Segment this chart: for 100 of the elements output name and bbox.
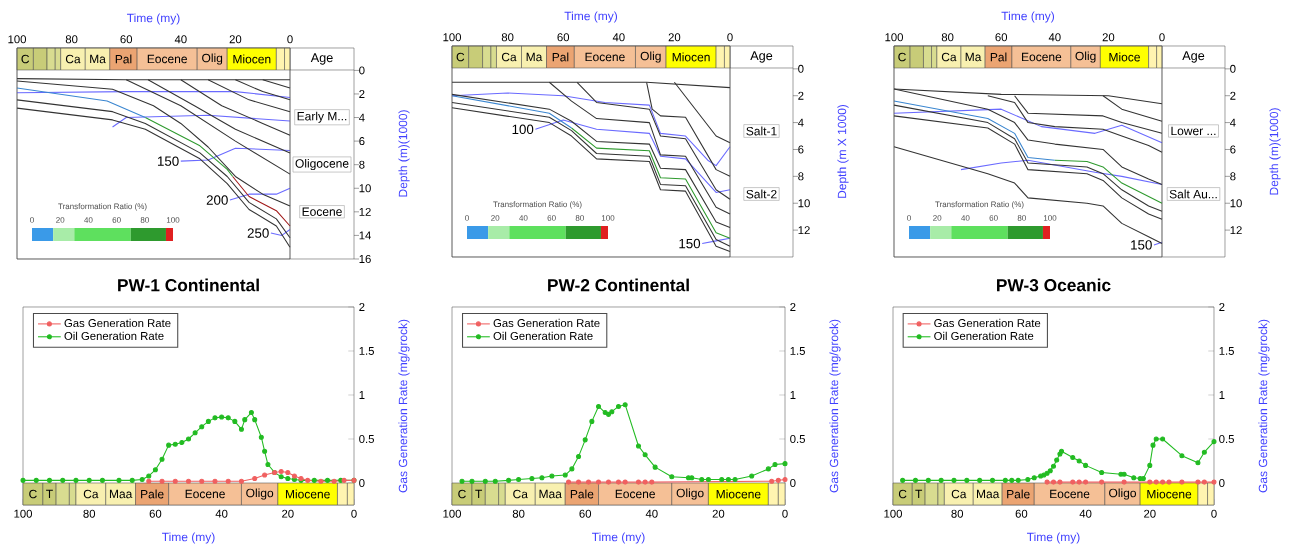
annotation: 150 — [1131, 240, 1152, 250]
band-label: Eocene — [1050, 489, 1090, 499]
color-bar-label: 60 — [547, 215, 556, 221]
band-label: Eocene — [1022, 52, 1062, 62]
band-label: Eocene — [585, 52, 625, 62]
y-tick-label: 8 — [1230, 172, 1236, 181]
x-tick-label: 60 — [149, 509, 162, 518]
band-label: C — [898, 52, 906, 62]
y-tick-label: 2 — [798, 91, 804, 100]
annotation: 150 — [157, 156, 179, 166]
band-label: Ca — [951, 489, 967, 499]
band-label: Pale — [1007, 489, 1030, 499]
y-tick-label: 1.5 — [790, 347, 805, 355]
x-tick-label: 100 — [8, 35, 27, 44]
color-bar-label: 100 — [1043, 215, 1057, 221]
y-tick-label: 12 — [798, 226, 810, 235]
band-label: Olig — [1075, 51, 1096, 63]
x-tick-label: 40 — [1048, 33, 1061, 42]
x-tick-label: 40 — [174, 35, 187, 44]
x-tick-label: 100 — [885, 33, 903, 42]
band-label: Ma — [90, 54, 106, 64]
band-label: C — [898, 489, 907, 499]
y-tick-label: 4 — [1229, 118, 1236, 127]
y-axis-title: Depth (m)(1000) — [398, 110, 410, 197]
x-tick-label: 60 — [995, 33, 1008, 42]
band-label: Maa — [977, 489, 1000, 499]
y-tick-label: 1 — [790, 391, 796, 399]
x-tick-label: 80 — [501, 33, 514, 42]
color-bar-label: 20 — [491, 215, 500, 221]
band-label: Maa — [109, 489, 133, 499]
x-tick-label: 80 — [83, 509, 96, 518]
color-bar-label: 0 — [907, 215, 911, 221]
band-label: Pal — [552, 52, 569, 62]
band-label: Oligo — [1109, 488, 1137, 500]
x-tick-label: 80 — [951, 509, 964, 518]
band-label: Miocene — [716, 489, 761, 499]
band-label: C — [458, 489, 466, 499]
annotation: 250 — [247, 228, 269, 238]
y-tick-label: 0.5 — [1219, 434, 1234, 443]
band-label: Ma — [965, 52, 982, 62]
x-axis-title: Time (my) — [1027, 532, 1080, 544]
band-label: Ma — [526, 52, 543, 62]
color-bar-label: 40 — [961, 215, 970, 221]
band-label: Pal — [115, 54, 132, 64]
color-bar-label: 100 — [166, 217, 180, 223]
band-label: Miocen — [233, 54, 271, 64]
text: Early M... — [297, 111, 347, 123]
y-tick-label: 1 — [1219, 391, 1225, 399]
color-bar-label: 60 — [112, 217, 121, 223]
x-tick-label: 20 — [668, 33, 681, 42]
y-tick-label: 0 — [798, 64, 804, 73]
y-tick-label: 4 — [797, 118, 804, 127]
color-bar-label: 0 — [30, 217, 34, 223]
y-tick-label: 0.5 — [790, 434, 805, 443]
text: Lower ... — [1171, 126, 1216, 136]
text: Salt-2 — [746, 189, 777, 199]
x-tick-label: 20 — [282, 509, 294, 518]
x-tick-label: 60 — [120, 35, 133, 44]
x-tick-label: 0 — [782, 509, 788, 518]
text: Salt Au... — [1169, 189, 1217, 199]
x-tick-label: 60 — [557, 33, 570, 42]
x-tick-label: 0 — [351, 509, 357, 518]
x-tick-label: 0 — [727, 33, 733, 42]
y-tick-label: 2 — [1230, 91, 1236, 100]
y-tick-label: 0 — [359, 66, 365, 75]
band-label: Ca — [513, 489, 528, 499]
x-tick-label: 40 — [612, 33, 625, 42]
y-tick-label: 6 — [1230, 145, 1236, 154]
x-tick-label: 40 — [215, 509, 228, 518]
color-bar-title: Transformation Ratio (%) — [493, 201, 582, 209]
y-tick-label: 0.5 — [359, 434, 374, 443]
chart-title: PW-3 Oceanic — [997, 278, 1111, 292]
y-tick-label: 8 — [359, 160, 365, 169]
band-label: C — [21, 54, 30, 64]
y-tick-label: 0 — [790, 478, 796, 487]
band-label: Miocene — [285, 489, 330, 499]
legend-label: Gas Generation Rate — [64, 318, 171, 328]
band-label: Maa — [539, 489, 562, 499]
x-tick-label: 60 — [579, 509, 592, 518]
y-tick-label: 0 — [1219, 478, 1225, 487]
band-label: T — [475, 489, 483, 499]
color-bar-label: 80 — [140, 217, 149, 223]
y-tick-label: 1.5 — [359, 347, 374, 355]
annotation: 150 — [679, 238, 701, 249]
annotation: 200 — [206, 195, 228, 205]
y-tick-label: 14 — [359, 231, 371, 240]
legend-label: Gas Generation Rate — [493, 318, 600, 328]
x-tick-label: 20 — [712, 509, 725, 518]
y-tick-label: 10 — [359, 184, 371, 193]
x-tick-label: 20 — [1102, 33, 1115, 42]
y-axis-title: Depth (m X 1000) — [837, 104, 849, 198]
annotation: 100 — [512, 124, 534, 135]
y-axis-title: Gas Generation Rate (mg/grock) — [829, 319, 841, 493]
legend-label: Oil Generation Rate — [493, 331, 593, 340]
chart-title: PW-2 Continental — [548, 278, 689, 292]
band-label: Ca — [941, 52, 957, 62]
y-tick-label: 1 — [359, 391, 365, 399]
y-tick-label: 2 — [359, 90, 365, 98]
color-bar-label: 20 — [56, 217, 65, 223]
x-axis-title: Time (my) — [1001, 11, 1055, 23]
